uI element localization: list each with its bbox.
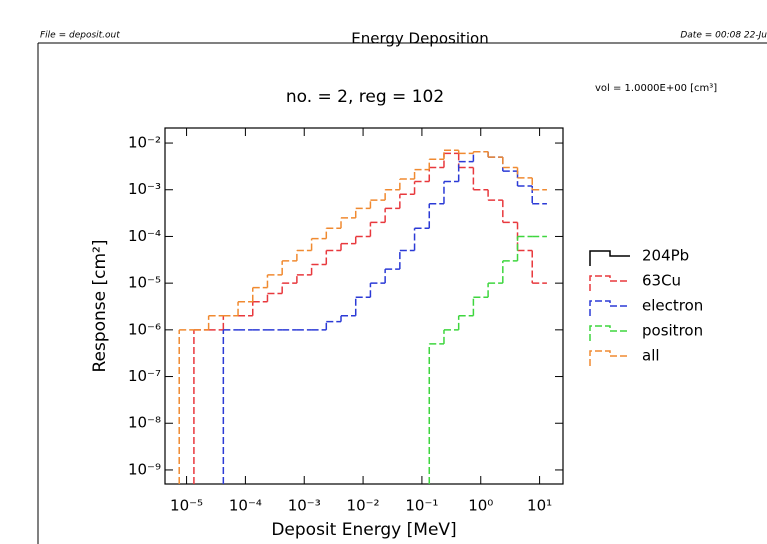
legend-swatch — [589, 300, 630, 316]
legend-swatch — [589, 275, 630, 291]
y-tick-label: 10⁻⁸ — [128, 414, 161, 432]
legend-swatch — [589, 325, 630, 341]
legend-swatch — [589, 350, 630, 366]
series — [428, 235, 547, 484]
y-tick-label: 10⁻⁴ — [128, 227, 161, 245]
y-tick-label: 10⁻⁹ — [128, 460, 161, 478]
legend-label: 204Pb — [642, 247, 689, 265]
plot-frame — [164, 127, 564, 485]
legend-label: 63Cu — [642, 272, 681, 290]
series — [178, 149, 547, 484]
legend-label: positron — [642, 322, 703, 340]
legend-label: electron — [642, 297, 703, 315]
y-tick-label: 10⁻² — [128, 134, 161, 152]
legend-swatch — [589, 250, 630, 266]
x-tick-label: 10⁻¹ — [405, 497, 438, 515]
chart-title: Energy Deposition — [351, 30, 488, 48]
chart-subtitle: no. = 2, reg = 102 — [286, 87, 444, 107]
series — [193, 152, 547, 484]
x-tick-label: 10⁰ — [468, 497, 493, 515]
x-tick-label: 10⁻⁴ — [229, 497, 262, 515]
x-tick-label: 10⁻⁵ — [170, 497, 203, 515]
date-label: Date = 00:08 22-Ju — [680, 31, 767, 41]
file-label: File = deposit.out — [40, 31, 120, 41]
y-tick-label: 10⁻⁵ — [128, 274, 161, 292]
y-tick-label: 10⁻⁶ — [128, 320, 161, 338]
legend-label: all — [642, 347, 660, 365]
series — [222, 151, 547, 484]
x-tick-label: 10⁻³ — [288, 497, 321, 515]
volume-annotation: vol = 1.0000E+00 [cm³] — [595, 83, 717, 94]
y-tick-label: 10⁻⁷ — [128, 367, 161, 385]
x-tick-label: 10⁻² — [347, 497, 380, 515]
x-tick-label: 10¹ — [527, 497, 552, 515]
y-tick-label: 10⁻³ — [128, 180, 161, 198]
x-axis-label: Deposit Energy [MeV] — [271, 520, 456, 540]
y-axis-label: Response [cm²] — [90, 239, 110, 372]
